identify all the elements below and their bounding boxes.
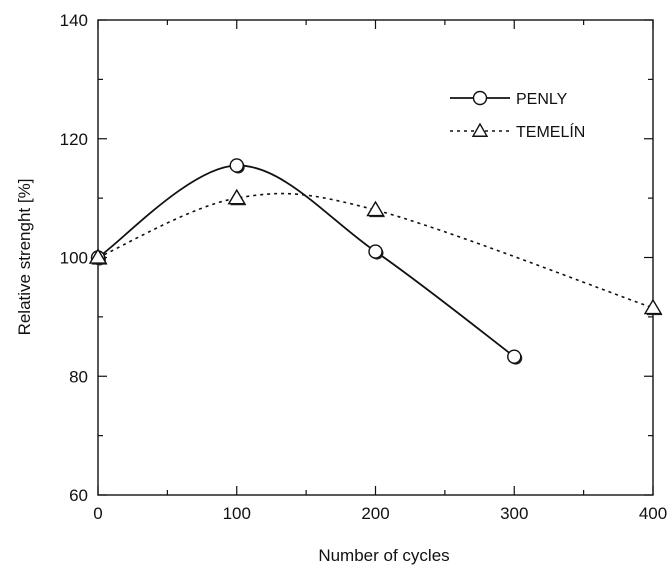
series-line [97,164,515,358]
y-tick-label: 140 [60,11,88,30]
data-point-triangle [643,298,663,315]
y-tick-label: 60 [69,486,88,505]
series-layer [88,158,663,365]
x-tick-label: 400 [639,504,667,523]
legend-label: PENLY [516,91,568,108]
legend: PENLY TEMELÍN [450,90,585,141]
legend-marker-triangle [471,122,489,137]
legend-marker-circle [472,90,488,106]
x-tick-label: 200 [361,504,389,523]
y-tick-label: 80 [69,367,88,386]
data-point-triangle [227,188,246,205]
x-tick-label: 0 [93,504,102,523]
y-tick-label: 100 [60,249,88,268]
series-line [97,192,654,309]
data-point-circle [368,244,383,259]
series-penly [90,158,523,365]
y-tick-label: 120 [60,130,88,149]
legend-label: TEMELÍN [516,122,585,141]
data-point-triangle [366,200,385,217]
y-axis-title: Relative strenght [%] [15,179,34,336]
x-tick-label: 100 [223,504,251,523]
x-tick-label: 300 [500,504,528,523]
data-point-circle [229,158,244,173]
x-axis-title: Number of cycles [318,546,449,565]
series-temel-n [88,188,663,316]
data-point-triangle [88,248,108,264]
ticks: 0 100 200 300 400 60 80 100 120 140 [60,11,668,523]
data-point-circle [507,349,522,364]
